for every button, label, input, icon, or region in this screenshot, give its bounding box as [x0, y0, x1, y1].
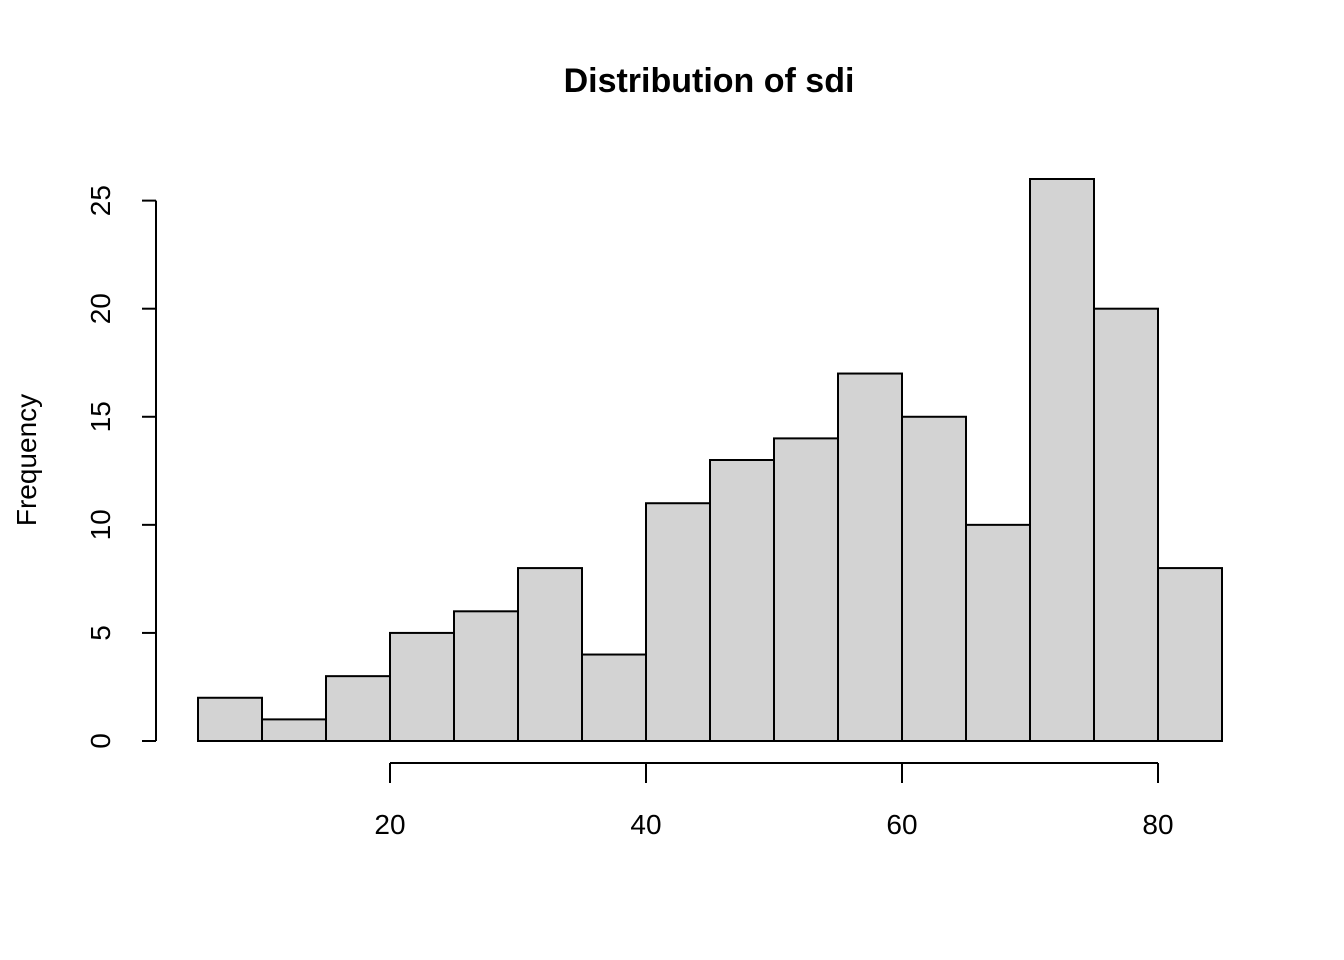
y-tick-label-3: 15 — [85, 401, 116, 432]
y-tick-label-1: 5 — [85, 625, 116, 641]
y-axis-label: Frequency — [11, 394, 42, 526]
histogram-bar-12 — [965, 523, 1031, 742]
chart-title: Distribution of sdi — [564, 62, 855, 100]
y-tick-label-0: 0 — [85, 733, 116, 749]
histogram-bar-6 — [581, 653, 647, 742]
histogram-bar-10 — [837, 372, 903, 742]
histogram-bar-7 — [645, 502, 711, 742]
bars-group — [197, 178, 1223, 743]
y-tick-label-4: 20 — [85, 293, 116, 324]
x-tick-label-3: 80 — [1142, 809, 1173, 840]
y-tick-label-2: 10 — [85, 509, 116, 540]
histogram-bar-9 — [773, 437, 839, 742]
x-tick-label-1: 40 — [630, 809, 661, 840]
x-axis: 20 40 60 80 — [374, 762, 1174, 840]
histogram-bar-0 — [197, 696, 263, 742]
histogram-bar-3 — [389, 631, 455, 743]
histogram-bar-8 — [709, 459, 775, 742]
histogram-bar-15 — [1157, 567, 1223, 742]
y-axis: 0 5 10 15 20 25 — [85, 185, 157, 749]
histogram-bar-11 — [901, 415, 967, 742]
x-tick-label-2: 60 — [886, 809, 917, 840]
histogram-bar-1 — [261, 718, 327, 743]
x-tick-label-0: 20 — [374, 809, 405, 840]
y-tick-label-5: 25 — [85, 185, 116, 216]
histogram-bar-5 — [517, 567, 583, 742]
histogram-bar-2 — [325, 675, 391, 743]
histogram-bar-4 — [453, 610, 519, 742]
histogram-bar-13 — [1029, 178, 1095, 742]
histogram-bar-14 — [1093, 307, 1159, 742]
